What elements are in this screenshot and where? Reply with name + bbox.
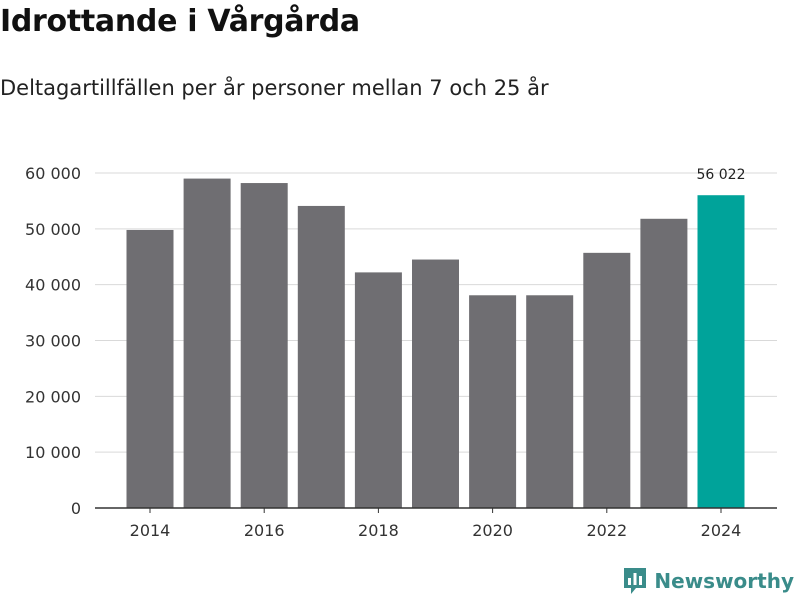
bar-2019	[412, 259, 459, 508]
x-tick-label: 2020	[472, 521, 513, 540]
bar-2020	[469, 295, 517, 508]
brand-name: Newsworthy	[654, 569, 794, 593]
data-label: 56 022	[697, 167, 746, 183]
y-tick-label: 0	[71, 499, 81, 518]
bar-2014	[126, 229, 174, 508]
bar-2015	[183, 178, 231, 509]
y-tick-label: 60 000	[25, 164, 81, 183]
brand-logo: Newsworthy	[622, 566, 794, 596]
bar-2021	[526, 295, 574, 508]
bar-2022	[583, 252, 631, 508]
x-tick-label: 2018	[358, 521, 399, 540]
x-tick-label: 2014	[130, 521, 171, 540]
y-tick-label: 40 000	[25, 276, 81, 295]
x-tick-label: 2016	[244, 521, 285, 540]
y-tick-label: 10 000	[25, 443, 81, 462]
chart-title: Idrottande i Vårgårda	[0, 4, 360, 39]
bar-2023	[640, 218, 688, 509]
bar-2017	[297, 205, 345, 509]
bar-2018	[354, 272, 402, 508]
y-tick-label: 20 000	[25, 387, 81, 406]
x-tick-label: 2024	[701, 521, 742, 540]
y-tick-label: 30 000	[25, 332, 81, 351]
y-tick-label: 50 000	[25, 220, 81, 239]
chart-subtitle: Deltagartillfällen per år personer mella…	[0, 76, 549, 100]
x-tick-label: 2022	[586, 521, 627, 540]
newsworthy-logo-icon	[624, 568, 647, 594]
bar-2024	[697, 195, 745, 508]
bar-2016	[240, 183, 288, 509]
